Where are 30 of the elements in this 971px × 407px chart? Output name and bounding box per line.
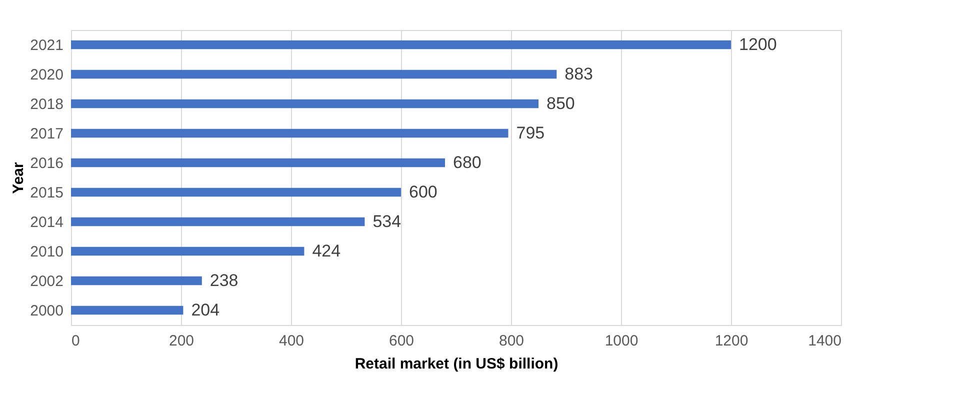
y-tick-label: 2010: [30, 243, 64, 260]
y-tick-label: 2000: [30, 302, 64, 320]
x-tick-label: 800: [498, 332, 524, 350]
y-tick-label: 2018: [30, 96, 64, 113]
y-axis-title: Year: [10, 162, 28, 194]
y-tick-label: 2017: [30, 125, 64, 142]
data-label: 534: [372, 212, 402, 231]
data-label: 1200: [739, 34, 777, 54]
x-tick-label: 0: [72, 332, 80, 350]
data-label: 238: [210, 270, 238, 290]
y-tick-label: 2015: [30, 184, 64, 202]
x-tick-label: 400: [278, 332, 304, 350]
y-tick-label: 2014: [30, 214, 64, 231]
data-label: 424: [312, 241, 341, 260]
x-tick-label: 1000: [604, 332, 638, 350]
data-label: 795: [516, 123, 545, 142]
data-label: 204: [191, 300, 220, 320]
y-tick-label: 2002: [30, 272, 64, 290]
y-tick-label: 2016: [30, 154, 64, 172]
y-tick-label: 2021: [30, 36, 64, 54]
data-label: 680: [453, 152, 482, 172]
data-label: 600: [409, 182, 438, 202]
x-tick-label: 200: [168, 332, 194, 350]
data-label: 850: [546, 94, 575, 113]
x-tick-label: 600: [388, 332, 414, 350]
data-label: 883: [564, 64, 594, 84]
y-tick-label: 2020: [30, 66, 64, 84]
x-tick-label: 1400: [808, 332, 842, 350]
x-tick-label: 1200: [714, 332, 748, 350]
x-axis-title: Retail market (in US$ billion): [354, 356, 558, 372]
